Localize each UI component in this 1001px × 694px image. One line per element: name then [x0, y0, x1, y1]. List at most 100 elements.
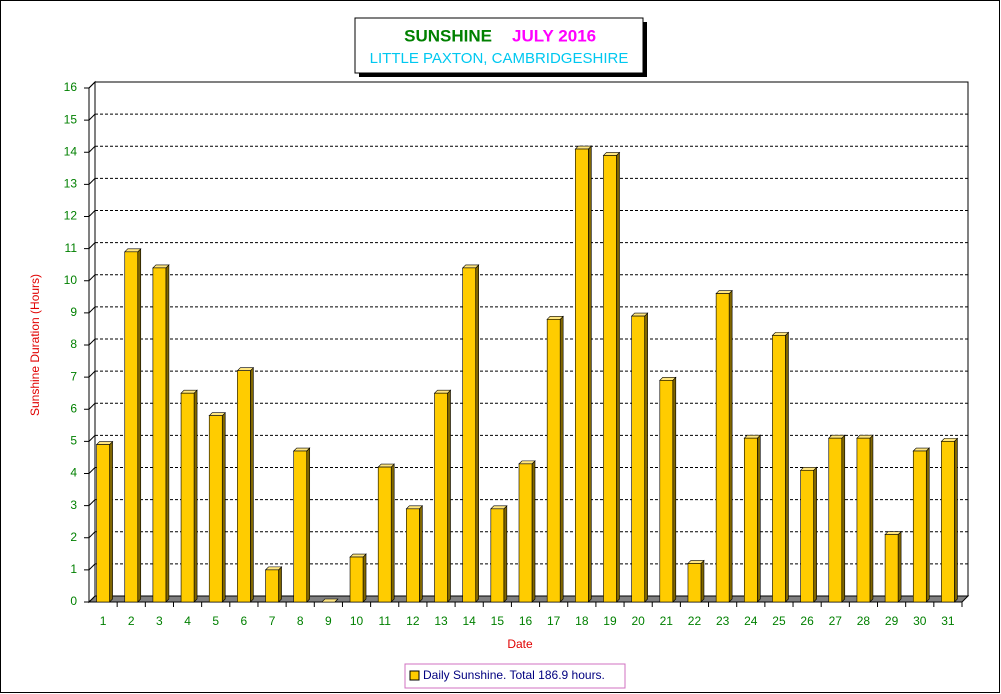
y-tick-label: 6 [70, 401, 77, 415]
x-tick-label: 10 [350, 614, 364, 628]
bar [490, 508, 505, 603]
bar-side [447, 389, 451, 603]
bar-top [292, 447, 311, 452]
bar-side [672, 376, 677, 603]
bar-side [306, 447, 311, 603]
x-tick-label: 20 [631, 614, 645, 628]
bar-top [236, 367, 255, 372]
x-tick-label: 3 [156, 614, 163, 628]
bar-side [165, 264, 170, 603]
x-tick-label: 21 [660, 614, 674, 628]
bar-top [95, 441, 114, 445]
grid-line-side [88, 435, 96, 442]
x-tick-label: 18 [575, 614, 589, 628]
y-tick-label: 15 [64, 112, 78, 126]
bar-side [588, 145, 592, 603]
bar-side [503, 505, 508, 603]
bar-side [728, 289, 733, 603]
bar-side [193, 389, 198, 603]
y-tick-label: 10 [64, 273, 78, 287]
bar-side [419, 505, 423, 603]
y-axis-label: Sunshine Duration (Hours) [28, 274, 42, 416]
grid-line-side [88, 499, 96, 506]
bar-top [124, 248, 142, 253]
bar [715, 293, 730, 603]
bar [265, 569, 279, 603]
bar-top [546, 315, 564, 320]
bar-side [869, 434, 874, 603]
y-tick-label: 8 [70, 337, 77, 351]
bar-top [349, 553, 367, 558]
y-tick-label: 16 [64, 80, 78, 94]
x-tick-label: 23 [716, 614, 730, 628]
x-tick-label: 17 [547, 614, 561, 628]
x-tick-label: 16 [519, 614, 533, 628]
grid-line-side [88, 210, 96, 217]
grid-line-side [88, 531, 96, 539]
grid-line-side [88, 338, 96, 346]
chart-subtitle: LITTLE PAXTON, CAMBRIDGESHIRE [370, 50, 629, 67]
y-tick-label: 11 [65, 241, 78, 255]
bar [743, 437, 758, 603]
title-box [354, 17, 644, 74]
bar-top [771, 332, 790, 336]
bar-side [785, 331, 789, 603]
bar-side [278, 566, 282, 603]
bar [462, 267, 476, 603]
x-tick-label: 19 [603, 614, 617, 628]
x-tick-label: 26 [800, 614, 814, 628]
x-tick-label: 13 [434, 614, 448, 628]
bar-side [700, 559, 705, 603]
bar-top [433, 389, 452, 394]
bar-top [321, 598, 339, 603]
bar [96, 444, 110, 603]
grid-line-side [88, 178, 96, 185]
bar-top [940, 438, 959, 442]
bar [406, 508, 420, 603]
grid-line-side [88, 370, 96, 378]
x-tick-label: 11 [378, 614, 391, 628]
bar [377, 466, 392, 603]
bar [912, 450, 927, 603]
bar [884, 534, 899, 603]
x-tick-label: 9 [325, 614, 332, 628]
bar-side [559, 315, 564, 603]
bar [349, 556, 364, 603]
bar-top [715, 290, 733, 294]
y-tick-label: 2 [70, 530, 77, 544]
bar-side [756, 434, 761, 603]
grid-line-side [88, 113, 96, 121]
bar-side [644, 312, 648, 603]
bar-top [687, 560, 705, 564]
x-axis-label: Date [507, 637, 533, 651]
bar-top [152, 264, 170, 269]
bar-top [659, 377, 677, 381]
x-tick-label: 30 [913, 614, 927, 628]
bar-side [531, 460, 536, 603]
bar-top [799, 466, 818, 471]
grid-line-side [88, 274, 96, 282]
grid-line-side [88, 145, 96, 153]
grid-line-side [88, 306, 96, 314]
bar [828, 437, 843, 603]
x-tick-label: 4 [184, 614, 191, 628]
bar [546, 318, 561, 603]
bar-top [630, 312, 649, 317]
x-tick-label: 12 [406, 614, 420, 628]
bar [687, 563, 702, 603]
x-tick-label: 27 [829, 614, 843, 628]
x-tick-label: 1 [100, 614, 107, 628]
bar-top [208, 412, 226, 416]
x-tick-label: 28 [857, 614, 871, 628]
grid-line-side [88, 467, 96, 474]
bar [518, 463, 533, 603]
bar-top [180, 389, 198, 394]
bar-top [405, 505, 424, 510]
grid-line-side [88, 563, 96, 571]
x-tick-label: 15 [491, 614, 505, 628]
x-tick-label: 14 [462, 614, 476, 628]
x-tick-label: 2 [128, 614, 135, 628]
y-tick-label: 4 [70, 466, 77, 480]
bar-top [884, 531, 902, 535]
